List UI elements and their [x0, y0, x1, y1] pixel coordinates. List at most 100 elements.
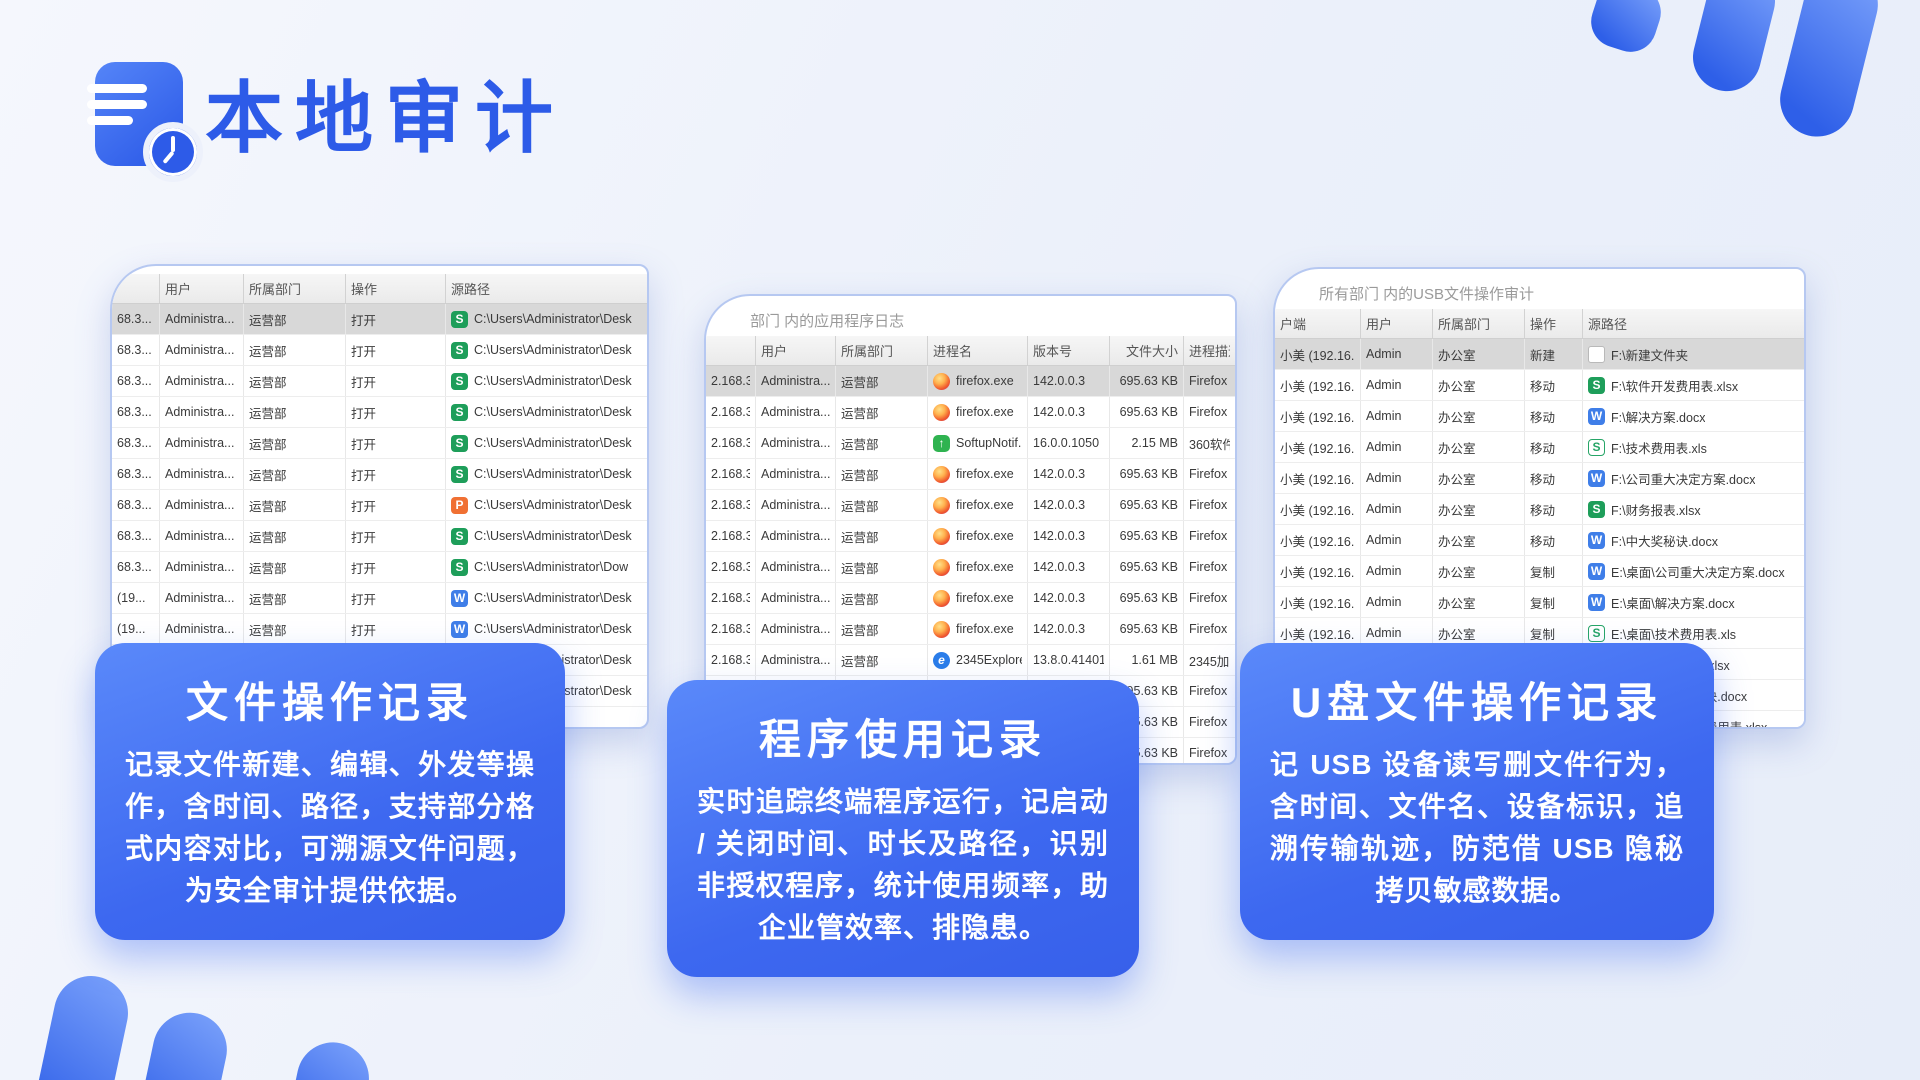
cell: Admin [1361, 370, 1433, 400]
column-header[interactable]: 版本号 [1028, 336, 1110, 365]
column-header[interactable]: 所属部门 [836, 336, 928, 365]
cell: Administra... [756, 428, 836, 458]
excel-solid-icon: S [1588, 500, 1605, 518]
column-header[interactable]: 进程描述 [1189, 344, 1230, 359]
cell: Administra... [160, 583, 244, 613]
cell: 运营部 [836, 645, 928, 675]
cell: W E:\桌面\解决方案.docx [1583, 587, 1804, 617]
table-row[interactable]: 68.3... Administra... 运营部 打开 S C:\Users\Admin… [112, 459, 647, 490]
cell: 360软件 [1189, 437, 1230, 452]
column-header[interactable]: 用户 [160, 274, 244, 303]
table-row[interactable]: 2.168.3...Administra...运营部firefox.exe142… [706, 614, 1235, 645]
table-row[interactable]: 68.3... Administra... 运营部 打开 S C:\Users\Admin… [112, 335, 647, 366]
cell: 142.0.0.3 [1028, 490, 1110, 520]
cell: Administra... [160, 459, 244, 489]
cell: Administra... [160, 552, 244, 582]
cell: 移动 [1525, 494, 1583, 524]
column-header[interactable]: 进程名 [928, 336, 1028, 365]
cell: 运营部 [836, 459, 928, 489]
column-header[interactable]: 操作 [346, 274, 446, 303]
column-header[interactable]: 文件大小 [1110, 336, 1184, 365]
cell: 办公室 [1433, 525, 1525, 555]
table-header-row: 用户 所属部门 操作 源路径 [112, 274, 647, 304]
cell: 695.63 KB [1110, 552, 1184, 582]
table-row[interactable]: 68.3... Administra... 运营部 打开 S C:\Users\Admin… [112, 304, 647, 335]
table-row[interactable]: 2.168.3...Administra...运营部firefox.exe142… [706, 459, 1235, 490]
column-header[interactable]: 用户 [1361, 309, 1433, 338]
table-row[interactable]: 小美 (192.16... Admin 办公室 移动 S F:\技术费用表.xls [1275, 432, 1804, 463]
table-row[interactable]: 68.3... Administra... 运营部 打开 P C:\Users\Admin… [112, 490, 647, 521]
table-row[interactable]: 小美 (192.16... Admin 办公室 移动 S F:\软件开发费用表.xlsx [1275, 370, 1804, 401]
table-row[interactable]: 68.3... Administra... 运营部 打开 S C:\Users\Admin… [112, 428, 647, 459]
decor-pill-bottom-large [27, 969, 135, 1080]
table-row[interactable]: 小美 (192.16... Admin 办公室 移动 W F:\解决方案.docx [1275, 401, 1804, 432]
column-header[interactable] [112, 274, 160, 303]
word-icon: W [1588, 593, 1605, 611]
column-header[interactable]: 户端 [1275, 309, 1361, 338]
table-row[interactable]: 小美 (192.16... Admin 办公室 复制 W E:\桌面\公司重大决定方案.d… [1275, 556, 1804, 587]
column-header[interactable]: 操作 [1525, 309, 1583, 338]
cell: 68.3... [112, 521, 160, 551]
cell: firefox.exe [928, 583, 1028, 613]
column-header[interactable]: 用户 [756, 336, 836, 365]
cell: 移动 [1525, 401, 1583, 431]
cell: Firefox [1189, 591, 1228, 605]
table-row[interactable]: 小美 (192.16... Admin 办公室 移动 W F:\中大奖秘诀.docx [1275, 525, 1804, 556]
cell: S C:\Users\Administrator\Desk [446, 428, 647, 458]
table-row[interactable]: 小美 (192.16... Admin 办公室 移动 W F:\公司重大决定方案.docx [1275, 463, 1804, 494]
cell: 运营部 [244, 490, 346, 520]
table-row[interactable]: 68.3... Administra... 运营部 打开 S C:\Users\Admin… [112, 521, 647, 552]
firefox-icon [933, 589, 950, 607]
table-row[interactable]: 小美 (192.16... Admin 办公室 复制 W E:\桌面\解决方案.docx [1275, 587, 1804, 618]
excel-solid-icon: S [451, 558, 468, 576]
cell: 2.168.3... [706, 614, 756, 644]
cell: 打开 [346, 459, 446, 489]
cell: Administra... [160, 614, 244, 644]
cell: 142.0.0.3 [1028, 583, 1110, 613]
feature-card-file-ops: 文件操作记录 记录文件新建、编辑、外发等操作，含时间、路径，支持部分格式内容对比… [95, 643, 565, 940]
column-header[interactable]: 所属部门 [1433, 309, 1525, 338]
column-header[interactable]: 源路径 [1588, 317, 1628, 332]
cell: W F:\解决方案.docx [1583, 401, 1804, 431]
cell: 2.168.3... [706, 366, 756, 396]
column-header[interactable]: 所属部门 [244, 274, 346, 303]
table-row[interactable]: 2.168.3...Administra...运营部firefox.exe142… [706, 552, 1235, 583]
table-row[interactable]: 68.3... Administra... 运营部 打开 S C:\Users\Admin… [112, 366, 647, 397]
cell: 142.0.0.3 [1028, 552, 1110, 582]
cell: 运营部 [244, 459, 346, 489]
cell: firefox.exe [928, 490, 1028, 520]
column-header[interactable]: 源路径 [451, 282, 491, 297]
cell: firefox.exe [928, 614, 1028, 644]
table-row[interactable]: 2.168.3...Administra...运营部firefox.exe142… [706, 583, 1235, 614]
table-row[interactable]: 68.3... Administra... 运营部 打开 S C:\Users\Admin… [112, 552, 647, 583]
table-row[interactable]: 2.168.3...Administra...运营部e2345Explore..… [706, 645, 1235, 676]
cell: 小美 (192.16... [1275, 556, 1361, 586]
excel-outline-icon: S [1588, 438, 1605, 456]
column-header[interactable] [706, 336, 756, 365]
cell: 16.0.0.1050 [1028, 428, 1110, 458]
table-row[interactable]: 2.168.3...Administra...运营部↑SoftupNotif..… [706, 428, 1235, 459]
table-row[interactable]: 2.168.3...Administra...运营部firefox.exe142… [706, 397, 1235, 428]
cell: 打开 [346, 614, 446, 644]
cell: firefox.exe [928, 552, 1028, 582]
table-row[interactable]: 小美 (192.16... Admin 办公室 移动 S F:\财务报表.xlsx [1275, 494, 1804, 525]
cell: 打开 [346, 428, 446, 458]
table-row[interactable]: 2.168.3...Administra...运营部firefox.exe142… [706, 366, 1235, 397]
card-title: U盘文件操作记录 [1290, 679, 1664, 726]
cell: S C:\Users\Administrator\Desk [446, 397, 647, 427]
cell: 68.3... [112, 428, 160, 458]
cell: Firefox [1189, 746, 1228, 760]
cell: Admin [1361, 618, 1433, 648]
cell: 68.3... [112, 490, 160, 520]
table-row[interactable]: 68.3... Administra... 运营部 打开 S C:\Users\Admin… [112, 397, 647, 428]
table-row[interactable]: 2.168.3...Administra...运营部firefox.exe142… [706, 521, 1235, 552]
cell: 办公室 [1433, 556, 1525, 586]
firefox-icon [933, 620, 950, 638]
cell: Administra... [756, 490, 836, 520]
table-row[interactable]: 2.168.3...Administra...运营部firefox.exe142… [706, 490, 1235, 521]
table-row[interactable]: 小美 (192.16... Admin 办公室 新建 F:\新建文件夹 [1275, 339, 1804, 370]
